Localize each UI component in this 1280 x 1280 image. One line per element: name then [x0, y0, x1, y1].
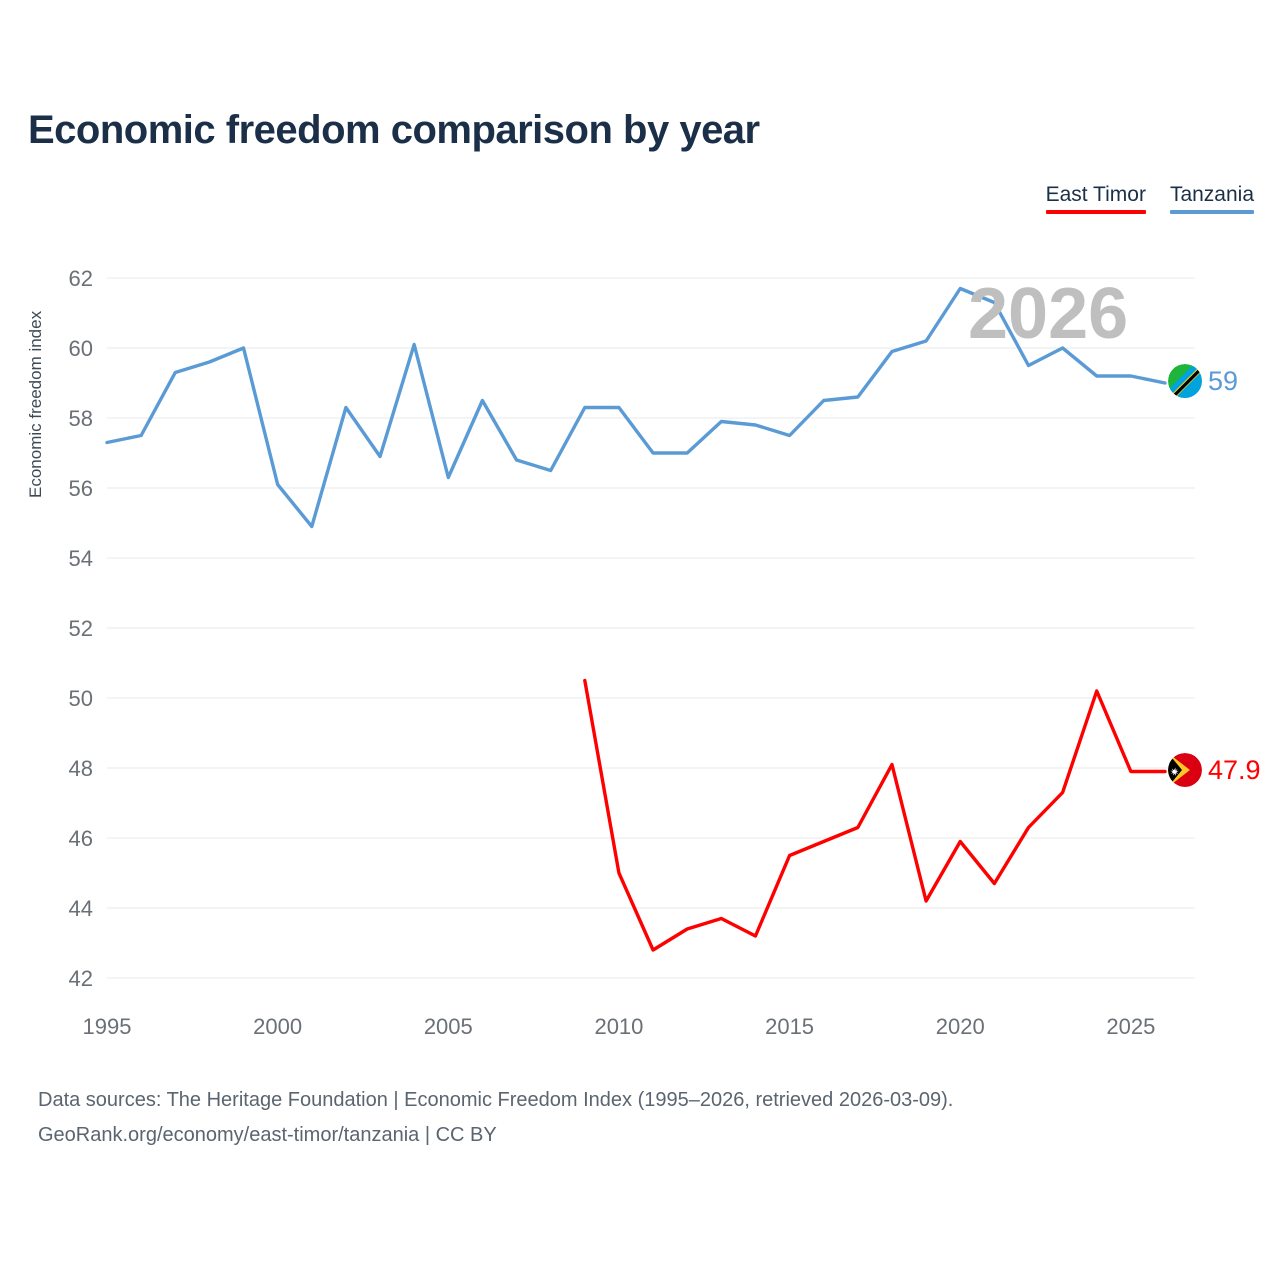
footer: Data sources: The Heritage Foundation | … [38, 1083, 953, 1153]
y-tick-label: 46 [69, 826, 93, 851]
series-line-east-timor [583, 678, 1167, 952]
end-label-value-east-timor: 47.9 [1208, 754, 1261, 785]
end-label-east-timor: 47.9 [1168, 753, 1261, 787]
legend-label-east-timor: East Timor [1045, 183, 1146, 206]
year-watermark: 2026 [968, 274, 1129, 354]
y-tick-label: 50 [69, 686, 93, 711]
footer-line-1: Data sources: The Heritage Foundation | … [38, 1089, 954, 1111]
legend-color-swatch-tanzania [1169, 210, 1254, 215]
legend: East Timor Tanzania [1045, 183, 1254, 215]
y-tick-label: 62 [69, 266, 93, 291]
data-series [105, 286, 1167, 952]
legend-item-tanzania[interactable]: Tanzania [1169, 183, 1254, 215]
east-timor-flag-icon [1168, 753, 1202, 787]
y-tick-label: 56 [69, 476, 93, 501]
page-title: Economic freedom comparison by year [28, 108, 760, 152]
x-tick-label: 2010 [594, 1014, 643, 1039]
legend-item-east-timor[interactable]: East Timor [1045, 183, 1146, 215]
x-tick-label: 2000 [253, 1014, 302, 1039]
gridlines [107, 277, 1195, 979]
x-tick-label: 2015 [765, 1014, 814, 1039]
x-tick-label: 1995 [83, 1014, 132, 1039]
legend-label-tanzania: Tanzania [1169, 183, 1254, 206]
x-tick-label: 2025 [1106, 1014, 1155, 1039]
y-tick-label: 54 [69, 546, 93, 571]
end-label-value-tanzania: 59 [1208, 365, 1239, 396]
tanzania-flag-icon [1168, 364, 1202, 398]
x-tick-label: 2005 [424, 1014, 473, 1039]
y-axis-ticks: 42 44 46 48 50 52 54 56 58 60 62 [69, 266, 93, 991]
legend-color-swatch-east-timor [1045, 210, 1146, 215]
x-axis-ticks: 1995 2000 2005 2010 2015 2020 2025 [83, 1014, 1156, 1039]
y-tick-label: 48 [69, 756, 93, 781]
y-tick-label: 44 [69, 896, 93, 921]
x-tick-label: 2020 [936, 1014, 985, 1039]
y-tick-label: 52 [69, 616, 93, 641]
footer-line-2: GeoRank.org/economy/east-timor/tanzania … [38, 1124, 497, 1146]
y-tick-label: 42 [69, 966, 93, 991]
y-tick-label: 60 [69, 336, 93, 361]
y-tick-label: 58 [69, 406, 93, 431]
series-line-tanzania [105, 286, 1167, 529]
end-label-tanzania: 59 [1168, 364, 1238, 398]
